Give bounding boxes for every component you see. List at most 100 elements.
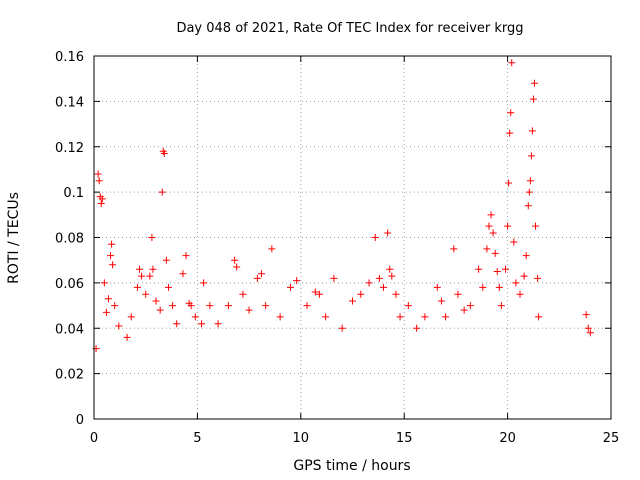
y-tick-label: 0 <box>76 413 84 428</box>
data-point <box>135 265 143 273</box>
data-point <box>258 270 266 278</box>
x-tick-label: 25 <box>603 431 620 446</box>
data-point <box>97 199 105 207</box>
data-point <box>508 59 516 67</box>
data-point <box>502 265 510 273</box>
data-point <box>127 313 135 321</box>
data-point <box>224 302 232 310</box>
data-point <box>442 313 450 321</box>
data-point <box>365 279 373 287</box>
data-point <box>460 306 468 314</box>
y-tick-label: 0.16 <box>55 50 84 65</box>
data-point <box>493 268 501 276</box>
data-point <box>268 245 276 253</box>
data-point <box>510 238 518 246</box>
y-tick-label: 0.02 <box>55 368 84 383</box>
data-point <box>293 277 301 285</box>
data-point <box>380 283 388 291</box>
data-point <box>584 324 592 332</box>
data-point <box>149 265 157 273</box>
data-point <box>586 329 594 337</box>
data-point <box>109 261 117 269</box>
data-point <box>198 320 206 328</box>
y-tick-label: 0.1 <box>63 186 84 201</box>
data-point <box>158 188 166 196</box>
data-point <box>491 249 499 257</box>
plot-frame <box>93 55 612 420</box>
data-point <box>138 272 146 280</box>
data-point <box>506 129 514 137</box>
data-point <box>111 302 119 310</box>
data-point <box>104 295 112 303</box>
data-point <box>535 313 543 321</box>
data-point <box>338 324 346 332</box>
data-points <box>92 59 594 353</box>
data-point <box>179 270 187 278</box>
grid <box>94 56 611 419</box>
data-point <box>94 170 102 178</box>
data-point <box>437 297 445 305</box>
data-point <box>475 265 483 273</box>
data-point <box>504 222 512 230</box>
data-point <box>182 252 190 260</box>
data-point <box>191 313 199 321</box>
data-point <box>532 222 540 230</box>
data-point <box>516 290 524 298</box>
data-point <box>123 333 131 341</box>
data-point <box>239 290 247 298</box>
data-point <box>98 195 106 203</box>
data-point <box>526 177 534 185</box>
y-tick-labels: 0 0.02 0.04 0.06 0.08 0.1 0.12 0.14 0.16 <box>55 50 84 428</box>
data-point <box>162 256 170 264</box>
data-point <box>108 240 116 248</box>
data-point <box>95 177 103 185</box>
data-point <box>485 222 493 230</box>
data-point <box>375 274 383 282</box>
data-point <box>421 313 429 321</box>
data-point <box>529 95 537 103</box>
data-point <box>102 308 110 316</box>
data-point <box>525 188 533 196</box>
data-point <box>497 302 505 310</box>
data-point <box>489 229 497 237</box>
data-point <box>311 288 319 296</box>
data-point <box>173 320 181 328</box>
data-point <box>466 302 474 310</box>
data-point <box>187 302 195 310</box>
data-point <box>152 297 160 305</box>
data-point <box>396 313 404 321</box>
data-point <box>495 283 503 291</box>
data-point <box>156 306 164 314</box>
data-point <box>454 290 462 298</box>
data-point <box>388 272 396 280</box>
y-tick-label: 0.12 <box>55 141 84 156</box>
x-tick-label: 0 <box>90 431 98 446</box>
data-point <box>233 263 241 271</box>
data-point <box>530 79 538 87</box>
data-point <box>322 313 330 321</box>
data-point <box>146 272 154 280</box>
data-point <box>100 279 108 287</box>
data-point <box>392 290 400 298</box>
y-tick-label: 0.14 <box>55 95 84 110</box>
x-axis-title: GPS time / hours <box>293 458 410 474</box>
data-point <box>528 127 536 135</box>
y-tick-label: 0.04 <box>55 322 84 337</box>
x-tick-label: 15 <box>396 431 413 446</box>
data-point <box>276 313 284 321</box>
data-point <box>487 211 495 219</box>
data-point <box>245 306 253 314</box>
data-point <box>115 322 123 330</box>
data-point <box>479 283 487 291</box>
data-point <box>384 229 392 237</box>
ticks <box>93 55 612 420</box>
y-tick-label: 0.08 <box>55 232 84 247</box>
y-tick-label: 0.06 <box>55 277 84 292</box>
data-point <box>522 252 530 260</box>
data-point <box>231 256 239 264</box>
data-point <box>262 302 270 310</box>
data-point <box>371 234 379 241</box>
data-point <box>527 152 535 160</box>
x-tick-labels: 0 5 10 15 20 25 <box>90 431 619 446</box>
